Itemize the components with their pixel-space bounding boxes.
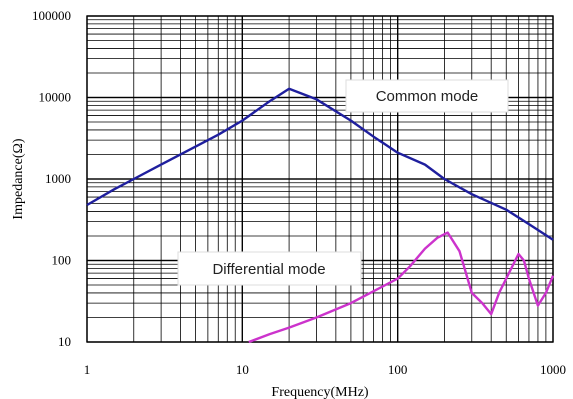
series-layer — [86, 87, 555, 344]
x-tick-label: 1 — [84, 362, 91, 377]
grid — [86, 15, 554, 343]
x-tick-label: 100 — [388, 362, 408, 377]
series-line-common-mode — [86, 87, 554, 241]
y-tick-label: 1000 — [45, 171, 71, 186]
y-tick-label: 10 — [58, 334, 71, 349]
plot-frame — [86, 15, 554, 343]
common-mode-label: Common mode — [376, 88, 479, 105]
differential-mode-callout-box — [177, 251, 362, 286]
x-tick-label: 10 — [236, 362, 249, 377]
differential-mode-callout: Differential mode — [177, 251, 362, 286]
series-line-differential-mode — [248, 231, 555, 344]
y-tick-label: 100 — [52, 253, 72, 268]
tick-labels: 1 10 100 1000 10 100 1000 10000 100000 — [32, 8, 566, 377]
common-mode-callout: Common mode — [345, 79, 509, 113]
y-tick-label: 100000 — [32, 8, 71, 23]
x-axis-label: Frequency(MHz) — [271, 385, 369, 399]
y-tick-label: 10000 — [39, 90, 72, 105]
differential-mode-label: Differential mode — [212, 261, 325, 278]
common-mode-callout-box — [345, 79, 509, 113]
y-axis-label: Impedance(Ω) — [11, 138, 26, 219]
x-tick-label: 1000 — [540, 362, 566, 377]
